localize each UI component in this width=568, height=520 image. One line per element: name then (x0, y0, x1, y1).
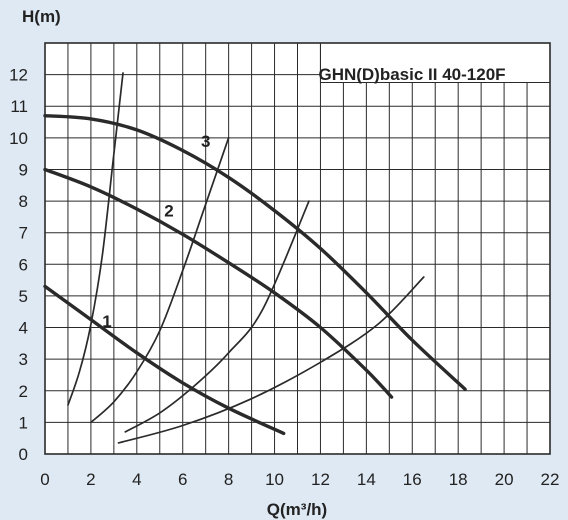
y-tick-label: 8 (19, 192, 28, 211)
y-tick-label: 1 (19, 413, 28, 432)
x-tick-label: 16 (403, 470, 422, 489)
x-tick-label: 22 (541, 470, 560, 489)
pump-curve-2 (43, 167, 394, 399)
curves (43, 72, 467, 444)
pump-curve-3 (43, 114, 467, 391)
curve-labels: 1 2 3 (102, 132, 210, 331)
pump-curve-1 (43, 284, 286, 436)
y-tick-label: 12 (9, 66, 28, 85)
curve-label-1: 1 (102, 312, 111, 331)
y-tick-label: 0 (19, 445, 28, 464)
y-tick-label: 7 (19, 224, 28, 243)
y-tick-label: 11 (10, 97, 28, 116)
y-tick-label: 6 (19, 255, 28, 274)
x-tick-label: 6 (178, 470, 187, 489)
curve-label-2: 2 (164, 202, 173, 221)
x-tick-label: 0 (40, 470, 49, 489)
y-tick-label: 9 (19, 160, 28, 179)
plot-frame (44, 42, 551, 455)
curve-label-3: 3 (201, 132, 210, 151)
system-curve-1 (67, 72, 124, 406)
x-tick-label: 2 (86, 470, 95, 489)
y-tick-label: 2 (19, 382, 28, 401)
x-tick-label: 10 (265, 470, 284, 489)
x-tick-label: 14 (357, 470, 376, 489)
x-tick-label: 8 (224, 470, 233, 489)
y-tick-label: 3 (19, 350, 28, 369)
chart-title: GHN(D)basic II 40-120F (318, 65, 505, 84)
system-curve-3 (124, 200, 310, 433)
system-curve-4 (117, 276, 425, 444)
x-tick-label: 20 (495, 470, 514, 489)
y-tick-label: 4 (19, 319, 28, 338)
system-curve-2 (90, 136, 230, 424)
y-axis-label: H(m) (22, 7, 61, 26)
x-axis-label: Q(m³/h) (267, 500, 327, 519)
x-tick-label: 4 (132, 470, 141, 489)
y-tick-label: 10 (9, 129, 28, 148)
y-tick-label: 5 (19, 287, 28, 306)
grid (45, 43, 550, 454)
x-tick-label: 18 (449, 470, 468, 489)
x-tick-label: 12 (311, 470, 330, 489)
